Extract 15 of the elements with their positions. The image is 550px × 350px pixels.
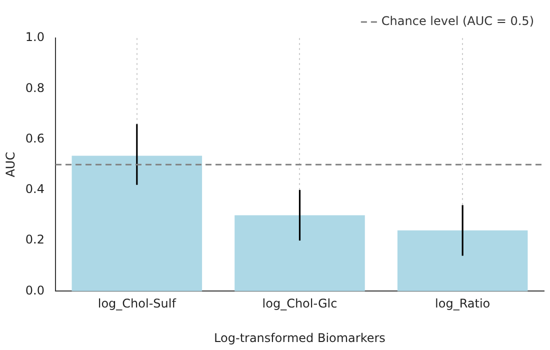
y-tick-label: 0.4 (25, 182, 44, 196)
y-tick-label: 0.8 (25, 80, 44, 95)
x-axis-title: Log-transformed Biomarkers (214, 330, 386, 345)
y-tick-label: 0.2 (25, 232, 44, 247)
y-axis-title: AUC (3, 152, 18, 178)
x-tick-label: log_Chol-Sulf (98, 296, 177, 311)
bar (397, 230, 528, 292)
y-tick-label: 0.6 (25, 131, 44, 146)
x-tick-label: log_Chol-Glc (262, 296, 338, 311)
y-tick-label: 0.0 (25, 283, 44, 298)
bar (234, 215, 365, 292)
legend-label: Chance level (AUC = 0.5) (381, 14, 534, 28)
x-tick-label: log_Ratio (435, 296, 490, 311)
y-tick-label: 1.0 (25, 30, 44, 44)
bar (72, 156, 202, 292)
